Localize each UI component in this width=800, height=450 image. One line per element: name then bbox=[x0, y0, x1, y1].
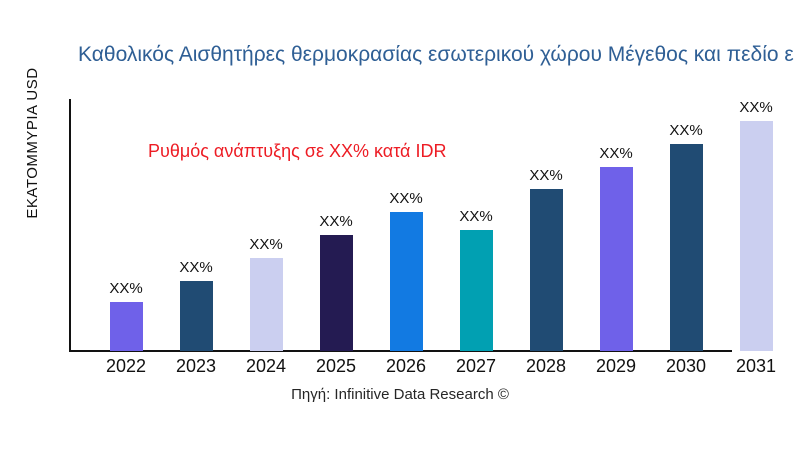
bar-group: XX% bbox=[231, 98, 301, 351]
bar-group: XX% bbox=[651, 98, 721, 351]
x-tick-label: 2030 bbox=[665, 356, 707, 376]
bar bbox=[389, 212, 423, 351]
y-axis-line bbox=[69, 99, 71, 351]
bar-group: XX% bbox=[371, 98, 441, 351]
bar-group: XX% bbox=[301, 98, 371, 351]
x-tick-label: 2022 bbox=[105, 356, 147, 376]
x-tick-label: 2027 bbox=[455, 356, 497, 376]
bar-value-label: XX% bbox=[599, 145, 633, 162]
bar bbox=[109, 302, 143, 351]
bar-value-label: XX% bbox=[109, 280, 143, 297]
bar-value-label: XX% bbox=[179, 259, 213, 276]
bar-group: XX% bbox=[161, 98, 231, 351]
x-tick-label: 2026 bbox=[385, 356, 427, 376]
bar bbox=[599, 167, 633, 351]
chart-title: Καθολικός Αισθητήρες θερμοκρασίας εσωτερ… bbox=[78, 43, 794, 66]
bar-group: XX% bbox=[721, 98, 791, 351]
bar-value-label: XX% bbox=[389, 190, 423, 207]
bar bbox=[179, 281, 213, 351]
bar-value-label: XX% bbox=[739, 99, 773, 116]
x-axis-line bbox=[69, 350, 732, 352]
bar bbox=[529, 189, 563, 351]
x-tick-label: 2029 bbox=[595, 356, 637, 376]
bar-value-label: XX% bbox=[319, 213, 353, 230]
x-axis-ticks: 2022 2023 2024 2025 2026 2027 2028 2029 2030 2031 bbox=[91, 356, 791, 377]
bar-value-label: XX% bbox=[529, 167, 563, 184]
bar-value-label: XX% bbox=[669, 122, 703, 139]
x-tick-label: 2023 bbox=[175, 356, 217, 376]
source-text: Πηγή: Infinitive Data Research © bbox=[291, 386, 509, 403]
x-tick-label: 2025 bbox=[315, 356, 357, 376]
bar-value-label: XX% bbox=[249, 236, 283, 253]
bar bbox=[459, 230, 493, 351]
bar bbox=[319, 235, 353, 351]
bar-group: XX% bbox=[91, 98, 161, 351]
x-tick-label: 2031 bbox=[735, 356, 777, 376]
x-tick-label: 2028 bbox=[525, 356, 567, 376]
bar-chart: XX% XX% XX% XX% XX% XX% XX% XX% XX% XX% bbox=[91, 98, 791, 351]
bar-group: XX% bbox=[511, 98, 581, 351]
bar-group: XX% bbox=[441, 98, 511, 351]
x-tick-label: 2024 bbox=[245, 356, 287, 376]
bar bbox=[249, 258, 283, 351]
y-axis-label: ΕΚΑΤΟΜΜΥΡΙΑ USD bbox=[24, 67, 41, 219]
bar bbox=[669, 144, 703, 351]
bar-group: XX% bbox=[581, 98, 651, 351]
bar-value-label: XX% bbox=[459, 208, 493, 225]
bar bbox=[739, 121, 773, 351]
growth-rate-annotation: Ρυθμός ανάπτυξης σε XX% κατά IDR bbox=[148, 141, 447, 161]
